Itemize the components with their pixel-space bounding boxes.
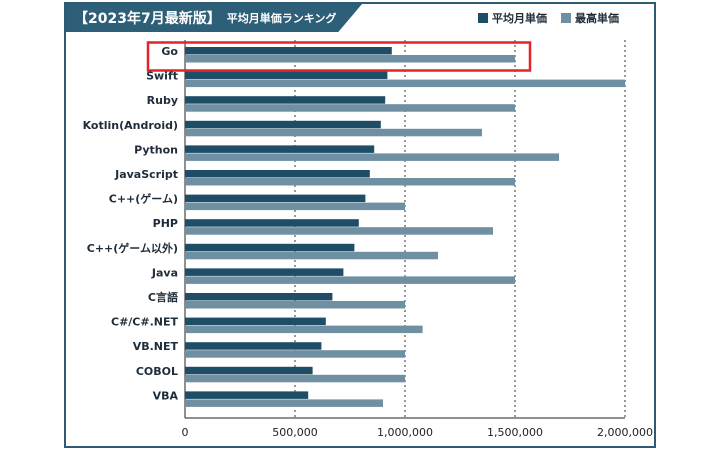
bar-avg [185,268,344,276]
bar-avg [185,317,326,326]
category-label: JavaScript [114,168,178,181]
bar-avg [185,47,392,55]
bar-avg [185,145,375,153]
x-tick-label: 1,500,000 [487,426,543,439]
title-badge: 【2023年7月最新版】 平均月単価ランキング [66,4,362,32]
category-label: PHP [153,217,178,230]
category-label: Java [151,266,178,279]
legend-swatch-avg [478,13,488,23]
x-tick-label: 0 [182,426,189,439]
bar-avg [185,391,309,399]
bar-max [185,301,405,309]
bar-avg [185,243,355,252]
bar-max [185,251,438,260]
bar-max [185,104,515,112]
category-label: C言語 [148,290,178,304]
bar-avg [185,342,322,350]
legend-swatch-max [561,13,571,23]
chart-subtitle: 平均月単価ランキング [226,12,337,25]
legend-label-avg: 平均月単価 [492,12,547,25]
bar-avg [185,366,313,375]
bar-max [185,227,493,235]
bar-max [185,325,423,334]
x-tick-label: 2,000,000 [597,426,653,439]
x-tick-label: 500,000 [272,426,318,439]
x-tick-label: 1,000,000 [377,426,433,439]
bar-max [185,374,405,383]
bar-avg [185,170,370,178]
chart-title: 【2023年7月最新版】 [74,11,221,27]
category-label: Kotlin(Android) [83,119,178,132]
bar-avg [185,194,366,203]
bar-avg [185,96,386,104]
bar-max [185,55,515,63]
bar-max [185,276,515,284]
bar-avg [185,293,333,301]
bar-max [185,128,482,137]
bar-max [185,79,625,88]
legend-label-max: 最高単価 [575,12,619,25]
highlight-box [146,41,532,72]
legend-item-avg: 平均月単価 [478,10,547,26]
bar-max [185,153,559,161]
category-label: Swift [146,70,178,83]
category-label: Python [134,143,178,156]
bar-max [185,178,515,186]
legend: 平均月単価 最高単価 [478,10,619,26]
category-label: C++(ゲーム) [109,192,178,206]
category-label: Ruby [147,94,178,107]
bar-avg [185,120,381,129]
category-label: Go [161,45,178,58]
bar-max [185,202,405,211]
bar-max [185,399,383,407]
category-label: COBOL [136,365,178,378]
category-label: C++(ゲーム以外) [87,241,178,255]
bar-max [185,350,405,358]
category-label: C#/C#.NET [111,316,178,329]
category-label: VB.NET [133,340,179,353]
bar-avg [185,71,388,80]
bar-avg [185,219,359,227]
legend-item-max: 最高単価 [561,10,619,26]
category-label: VBA [153,389,179,402]
